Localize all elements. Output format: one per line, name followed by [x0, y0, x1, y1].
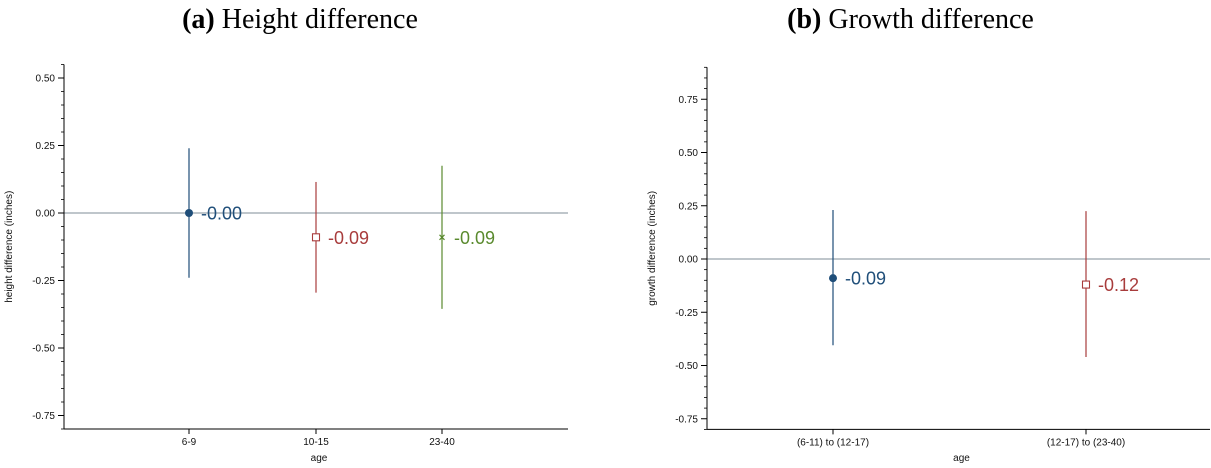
- x-tick-label: 6-9: [182, 437, 197, 448]
- data-label: -0.00: [201, 204, 242, 224]
- y-tick-label: -0.50: [675, 361, 698, 372]
- x-tick-label: (6-11) to (12-17): [797, 437, 869, 448]
- panel-growth-difference: (b) Growth difference 0.75 0.50 0.25 0.00 -0…: [610, 0, 1211, 468]
- y-tick-label: 0.25: [679, 201, 699, 212]
- y-tick-label: -0.25: [32, 276, 55, 287]
- height-difference-chart: 0.50 0.25 0.00 -0.25 -0.50 -0.75 height differ…: [4, 64, 568, 464]
- x-tick-label: 10-15: [303, 437, 329, 448]
- y-tick-label: 0.00: [679, 255, 699, 266]
- data-label: -0.09: [845, 269, 886, 289]
- point-estimate-marker: [311, 233, 321, 242]
- point-estimate-marker: [1081, 280, 1091, 289]
- y-axis-title: height difference (inches): [4, 191, 15, 303]
- panel-title: (b) Growth difference: [610, 4, 1211, 36]
- y-tick-label: 0.00: [36, 209, 56, 220]
- y-tick-label: 0.50: [36, 74, 56, 85]
- panel-title-text: Height difference: [221, 4, 418, 35]
- point-estimate-marker: [439, 234, 445, 241]
- data-label: -0.09: [454, 228, 495, 248]
- panel-title-text: Growth difference: [828, 4, 1034, 35]
- y-tick-label: 0.25: [36, 141, 56, 152]
- panel-title: (a) Height difference: [0, 4, 600, 36]
- y-tick-label: 0.50: [679, 148, 699, 159]
- x-tick-label: 23-40: [429, 437, 455, 448]
- marker-stroke: [439, 234, 445, 241]
- y-tick-label: -0.25: [675, 308, 698, 319]
- point-estimate-marker: [829, 274, 837, 283]
- growth-difference-chart: 0.75 0.50 0.25 0.00 -0.25 -0.50 -0.75 growth di…: [647, 66, 1210, 464]
- y-tick-label: 0.75: [679, 95, 699, 106]
- y-tick-label: -0.50: [32, 344, 55, 355]
- x-axis-title: age: [953, 453, 970, 464]
- y-tick-label: -0.75: [675, 414, 698, 425]
- panel-label: (b): [787, 4, 822, 35]
- panel-label: (a): [182, 4, 215, 35]
- x-axis-title: age: [311, 453, 328, 464]
- panel-height-difference: (a) Height difference 0.50 0.25 0.00 -0.25 -…: [0, 0, 600, 468]
- data-label: -0.12: [1098, 275, 1139, 295]
- x-tick-label: (12-17) to (23-40): [1047, 437, 1125, 448]
- data-label: -0.09: [328, 228, 369, 248]
- point-estimate-marker: [185, 209, 193, 217]
- y-axis-title: growth difference (inches): [647, 191, 658, 306]
- y-tick-label: -0.75: [32, 411, 55, 422]
